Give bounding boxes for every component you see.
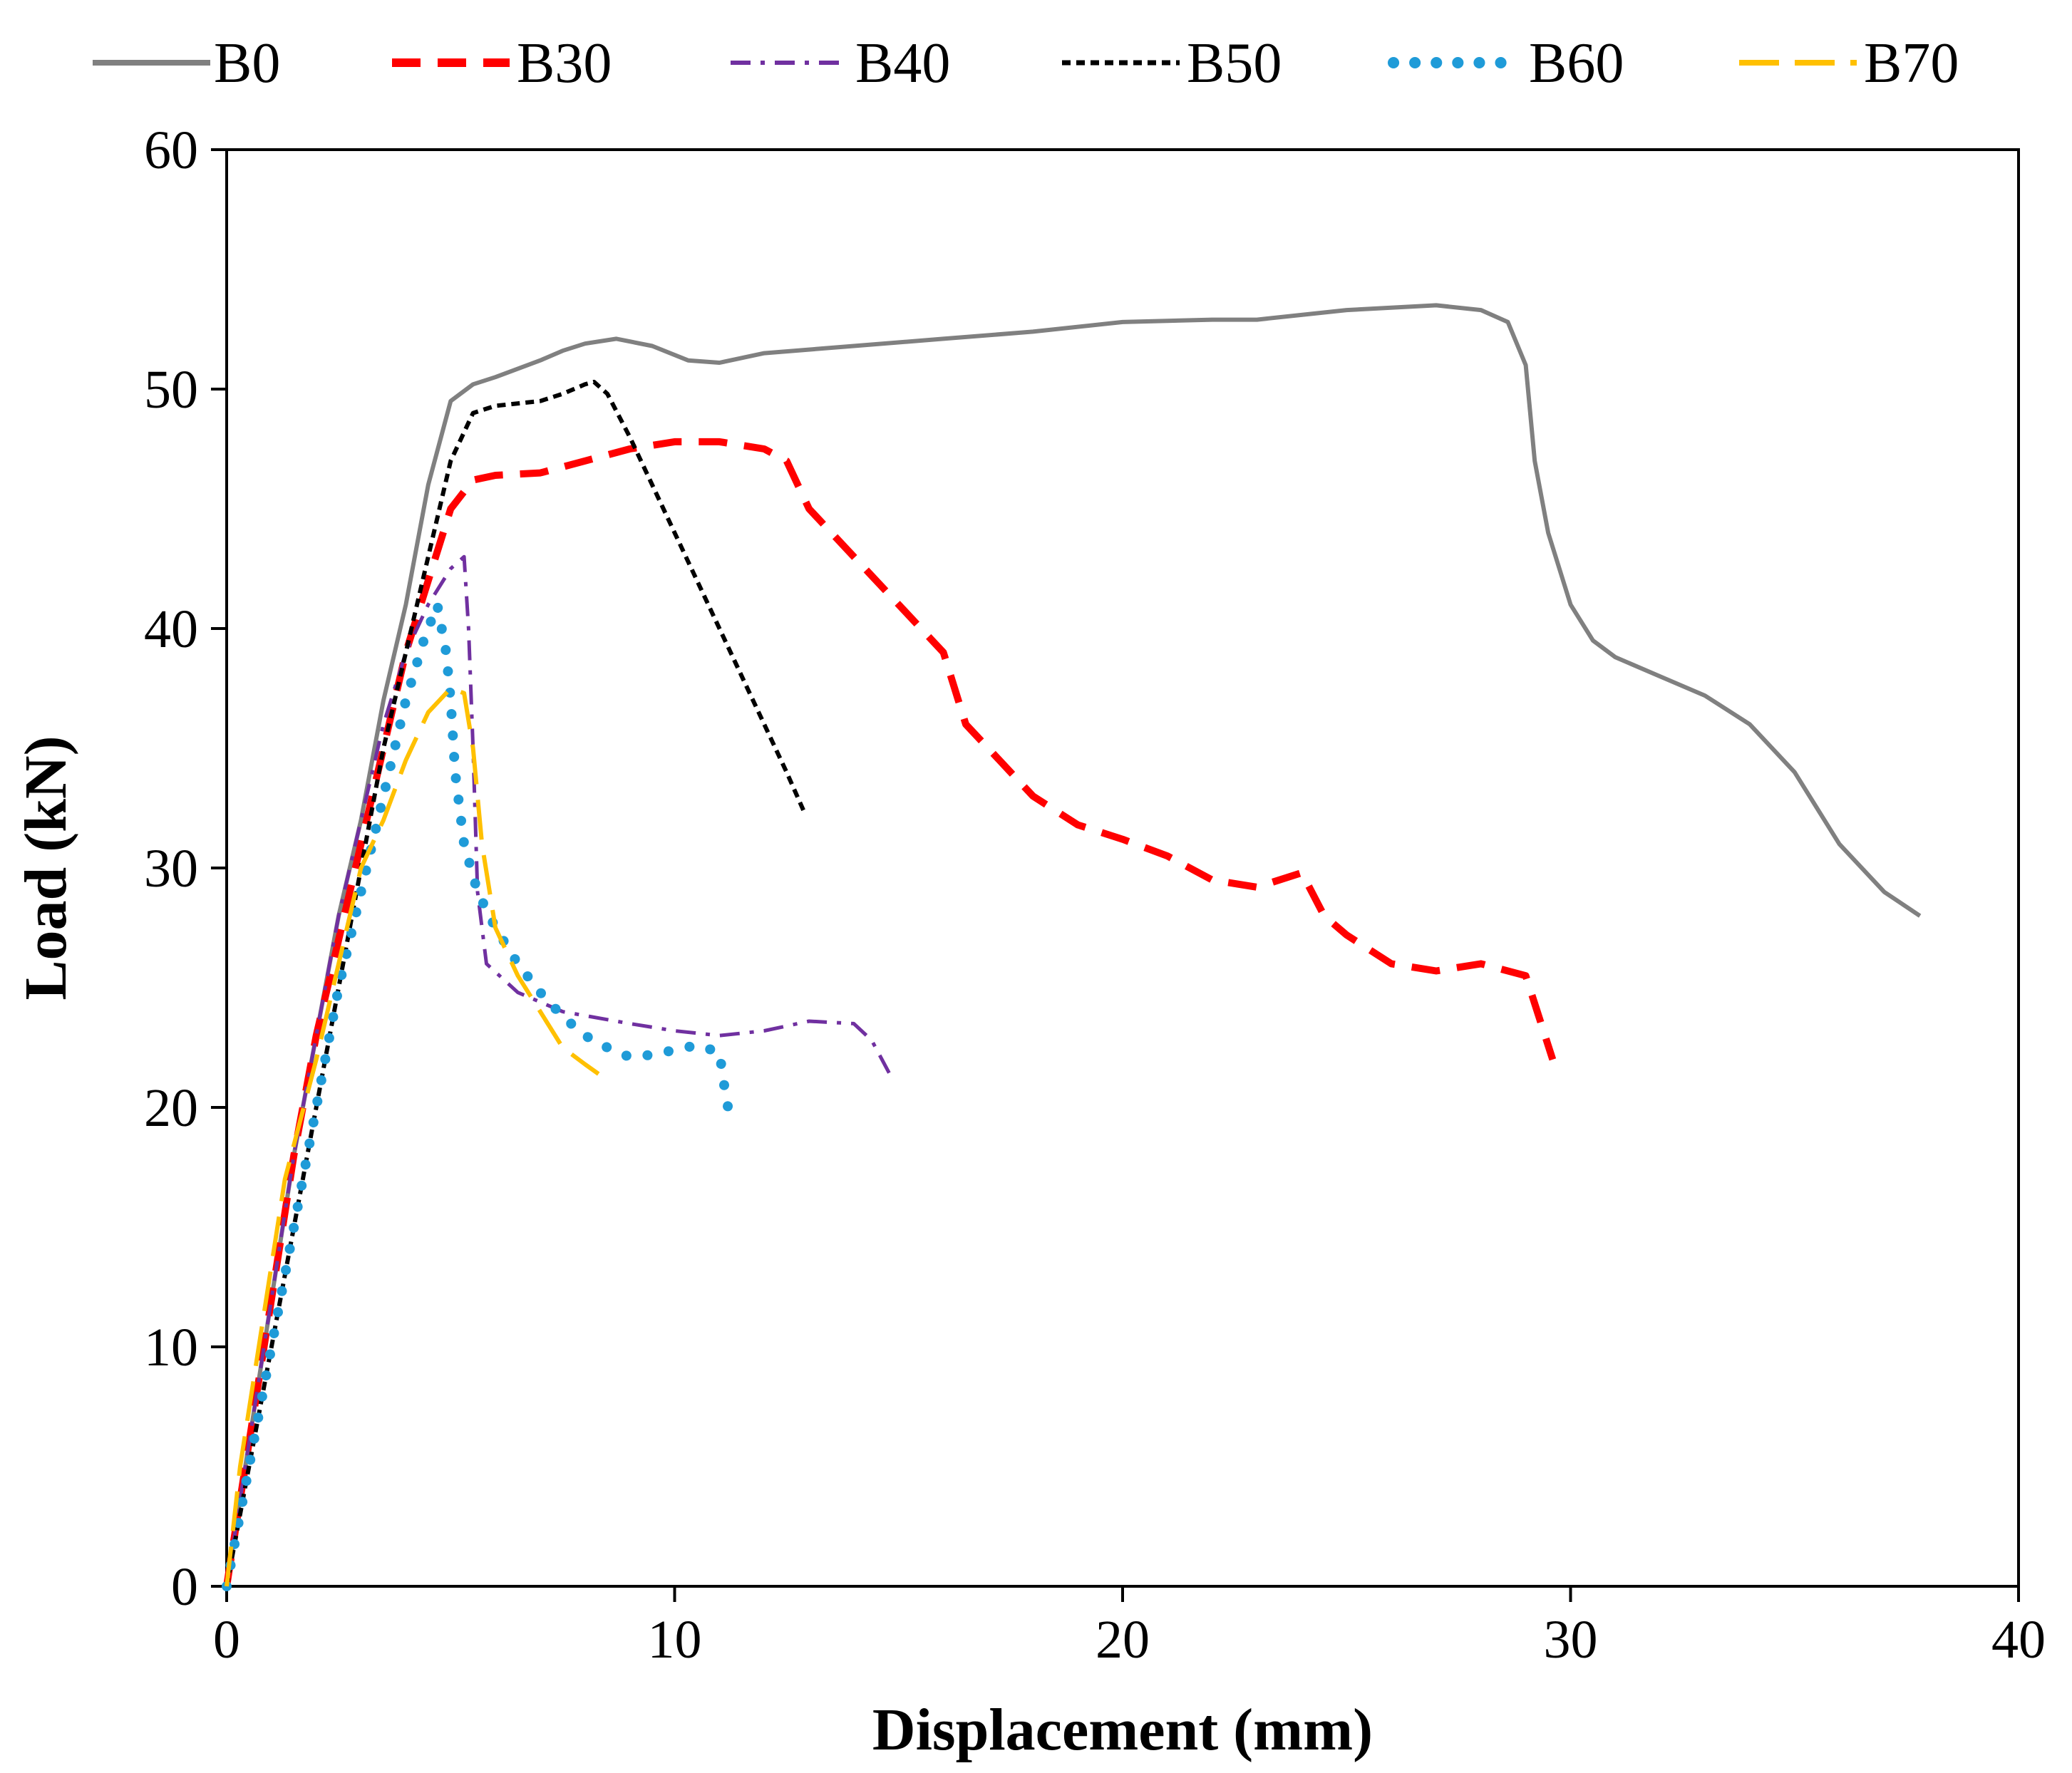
legend-item-b60: B60: [1388, 32, 1624, 95]
legend-label-b70: B70: [1864, 32, 1959, 95]
y-tick-label: 10: [144, 1318, 198, 1377]
legend-item-b30: B30: [392, 32, 612, 95]
y-tick-label: 50: [144, 360, 198, 420]
y-tick-label: 60: [144, 120, 198, 180]
series-layer: [222, 303, 1922, 1591]
x-tick-label: 30: [1544, 1610, 1598, 1670]
legend-label-b30: B30: [517, 32, 612, 95]
legend-label-b0: B0: [214, 32, 280, 95]
y-tick-label: 40: [144, 599, 198, 659]
legend-item-b50: B50: [1062, 32, 1282, 95]
x-tick-label: 0: [213, 1610, 240, 1670]
legend-item-b70: B70: [1739, 32, 1959, 95]
x-tick-label: 10: [648, 1610, 702, 1670]
legend-label-b40: B40: [855, 32, 950, 95]
legend-label-b50: B50: [1187, 32, 1282, 95]
legend: B0 B30 B40 B50 B60 B70: [93, 32, 1959, 95]
series-line-b50: [225, 379, 807, 1587]
series-line-b0: [225, 303, 1922, 1587]
x-axis: 0 10 20 30 40: [213, 1586, 2046, 1670]
x-tick-label: 40: [1991, 1610, 2046, 1670]
y-tick-label: 0: [171, 1557, 198, 1617]
y-tick-label: 20: [144, 1078, 198, 1138]
y-axis: 0 10 20 30 40 50 60: [144, 120, 227, 1617]
legend-label-b60: B60: [1529, 32, 1624, 95]
series-line-b40: [225, 554, 892, 1587]
y-tick-label: 30: [144, 839, 198, 899]
series-line-b70: [225, 686, 600, 1587]
series-line-b30: [223, 438, 1557, 1587]
series-line-b60: [222, 599, 733, 1591]
legend-item-b0: B0: [93, 32, 280, 95]
plot-area-border: [225, 148, 2020, 1588]
x-tick-label: 20: [1096, 1610, 1150, 1670]
y-axis-title: Load (kN): [13, 735, 79, 1000]
legend-item-b40: B40: [731, 32, 950, 95]
x-axis-title: Displacement (mm): [872, 1697, 1373, 1763]
